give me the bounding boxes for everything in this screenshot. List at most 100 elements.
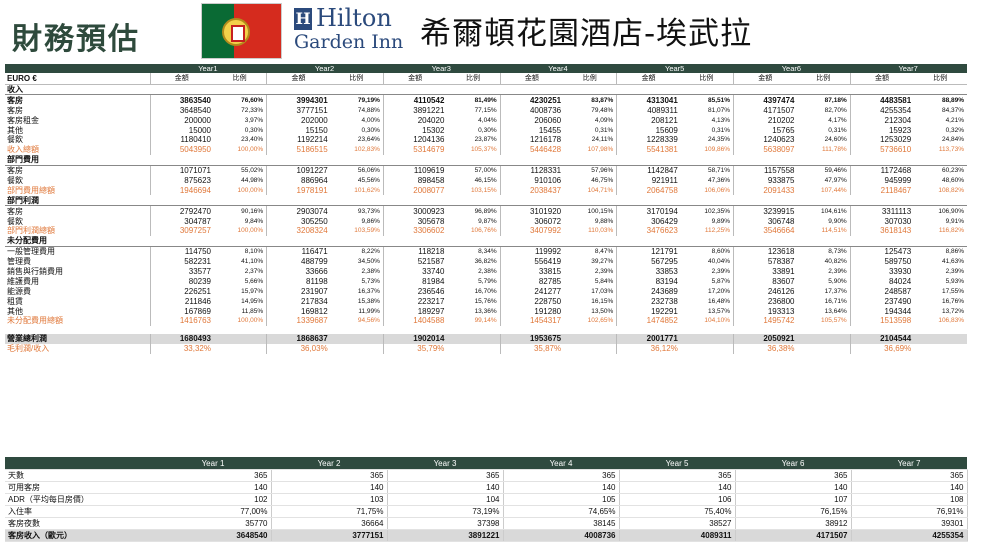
row-label: 租賃 bbox=[7, 296, 23, 306]
empty-cell bbox=[798, 326, 851, 334]
empty-cell bbox=[447, 326, 500, 334]
ratio-cell: 8,60% bbox=[680, 245, 734, 257]
amount-cell: 1474852 bbox=[616, 315, 681, 326]
empty-cell bbox=[150, 84, 214, 95]
amount-cell: 15455 bbox=[499, 125, 565, 135]
amount-cell: 116471 bbox=[266, 245, 331, 257]
empty-cell bbox=[150, 155, 214, 165]
amount-cell: 1680493 bbox=[149, 333, 214, 344]
table-row: 其他 15000 0,30% 15150 0,30% 15302 0,30% 15455 0,3… bbox=[5, 125, 967, 135]
amount-cell: 232738 bbox=[616, 296, 681, 307]
value-cell: 108 bbox=[851, 493, 968, 506]
year-header: Year 5 bbox=[619, 457, 735, 470]
row-label: 管理費 bbox=[7, 257, 31, 267]
amount-cell: 305250 bbox=[266, 216, 331, 226]
ratio-cell: 14,95% bbox=[241, 297, 264, 305]
ratio-cell: 102,65% bbox=[587, 317, 614, 325]
ratio-cell: 2,39% bbox=[828, 267, 847, 275]
empty-cell bbox=[850, 84, 914, 95]
ratio-cell: 99,14% bbox=[474, 317, 497, 325]
empty-cell bbox=[914, 195, 967, 205]
empty-cell bbox=[914, 236, 967, 246]
empty-cell bbox=[267, 326, 331, 334]
amount-cell: 1513598 bbox=[849, 315, 915, 326]
ratio-cell: 107,44% bbox=[821, 186, 847, 194]
empty-cell bbox=[267, 84, 331, 95]
ratio-cell: 8,47% bbox=[564, 245, 617, 257]
year-header: Year 3 bbox=[387, 457, 503, 470]
kpi-year-header-row: Year 1 Year 2 Year 3 Year 4 Year 5 Year 6 Year… bbox=[5, 457, 967, 470]
value-cell: 77,00% bbox=[155, 505, 272, 518]
empty-cell bbox=[564, 333, 617, 344]
ratio-cell: 114,51% bbox=[821, 227, 847, 235]
amount-cell: 33853 bbox=[616, 266, 681, 277]
ratio-cell: 101,62% bbox=[354, 186, 380, 194]
table-row: 餐飲 304787 9,84% 305250 9,86% 305678 9,87% 30607… bbox=[5, 216, 967, 226]
amount-cell: 191280 bbox=[499, 306, 565, 316]
ratio-cell: 3,97% bbox=[244, 116, 264, 124]
ratio-cell: 102,35% bbox=[680, 205, 734, 217]
ratio-cell: 24,35% bbox=[707, 136, 731, 144]
value-cell: 74,65% bbox=[503, 505, 620, 518]
year-header: Year7 bbox=[850, 64, 967, 73]
amount-cell: 3777151 bbox=[266, 105, 331, 116]
ratio-cell: 55,02% bbox=[214, 164, 267, 176]
empty-cell bbox=[331, 236, 384, 246]
row-label: 客房 bbox=[7, 105, 23, 115]
ratio-cell: 8,34% bbox=[447, 245, 501, 257]
empty-cell bbox=[5, 326, 150, 334]
value-cell: 140 bbox=[619, 481, 736, 494]
empty-cell bbox=[850, 326, 914, 334]
value-cell: 365 bbox=[619, 469, 736, 482]
ratio-cell: 57,00% bbox=[447, 164, 501, 176]
row-label: 未分配費用總額 bbox=[7, 316, 63, 326]
amount-cell: 4255354 bbox=[849, 105, 915, 116]
amount-cell: 5314679 bbox=[382, 144, 448, 155]
ratio-cell: 23,40% bbox=[241, 136, 264, 144]
section-label: 收入 bbox=[7, 84, 23, 94]
amount-cell: 4483581 bbox=[849, 94, 915, 106]
row-label: 能源費 bbox=[7, 286, 31, 296]
ratio-cell: 17,37% bbox=[824, 287, 847, 295]
amount-cell: 35,87% bbox=[499, 343, 565, 354]
ratio-cell: 47,97% bbox=[824, 176, 847, 184]
amount-cell: 3000923 bbox=[382, 205, 448, 217]
amount-cell: 202000 bbox=[266, 115, 331, 126]
ratio-cell: 24,84% bbox=[941, 136, 964, 144]
ratio-cell: 0,32% bbox=[945, 126, 964, 134]
ratio-cell: 74,88% bbox=[357, 106, 380, 114]
amount-cell: 4397474 bbox=[733, 94, 798, 106]
amount-cell: 5541381 bbox=[616, 144, 681, 155]
ratio-cell: 84,37% bbox=[941, 106, 964, 114]
ratio-cell: 100,00% bbox=[237, 146, 264, 154]
ratio-header: 比例 bbox=[447, 73, 501, 85]
ratio-cell: 0,30% bbox=[478, 126, 497, 134]
amount-cell: 1128331 bbox=[499, 164, 565, 176]
amount-cell: 3407992 bbox=[499, 225, 565, 236]
amount-cell: 36,12% bbox=[616, 343, 681, 354]
amount-cell: 33815 bbox=[499, 266, 565, 277]
row-label: 其他 bbox=[7, 125, 23, 135]
kpi-row: 客房夜數 35770 36664 37398 38145 38527 38912 39301 bbox=[5, 517, 968, 530]
amount-cell: 567295 bbox=[616, 256, 681, 267]
empty-cell bbox=[617, 236, 681, 246]
amount-cell: 578387 bbox=[733, 256, 798, 267]
amount-cell: 33577 bbox=[149, 266, 214, 277]
column-header-row: EURO € 金額 比例 金額 比例 金額 比例 金額 比例 金額 比例 金額 比例 金額 比例 bbox=[5, 73, 967, 85]
amount-cell: 3618143 bbox=[849, 225, 915, 236]
ratio-cell: 57,96% bbox=[564, 164, 617, 176]
ratio-cell: 44,98% bbox=[241, 176, 264, 184]
value-cell: 365 bbox=[271, 469, 388, 482]
hilton-logo: H Hilton Garden Inn bbox=[294, 4, 404, 53]
ratio-cell: 16,70% bbox=[474, 287, 497, 295]
table-row: 銷售與行銷費用 33577 2,37% 33666 2,38% 33740 2,38% 338… bbox=[5, 266, 967, 277]
amount-cell: 5186515 bbox=[266, 144, 331, 155]
ratio-cell: 96,89% bbox=[447, 205, 501, 217]
empty-cell bbox=[447, 84, 500, 95]
year-header-row: Year1 Year2 Year3 Year4 Year5 Year6 Year7 bbox=[5, 64, 967, 73]
amount-cell: 3863540 bbox=[149, 94, 214, 106]
ratio-cell: 2,38% bbox=[478, 267, 497, 275]
amount-cell: 1454317 bbox=[499, 315, 565, 326]
empty-cell bbox=[681, 236, 734, 246]
ratio-cell: 9,91% bbox=[945, 217, 964, 225]
